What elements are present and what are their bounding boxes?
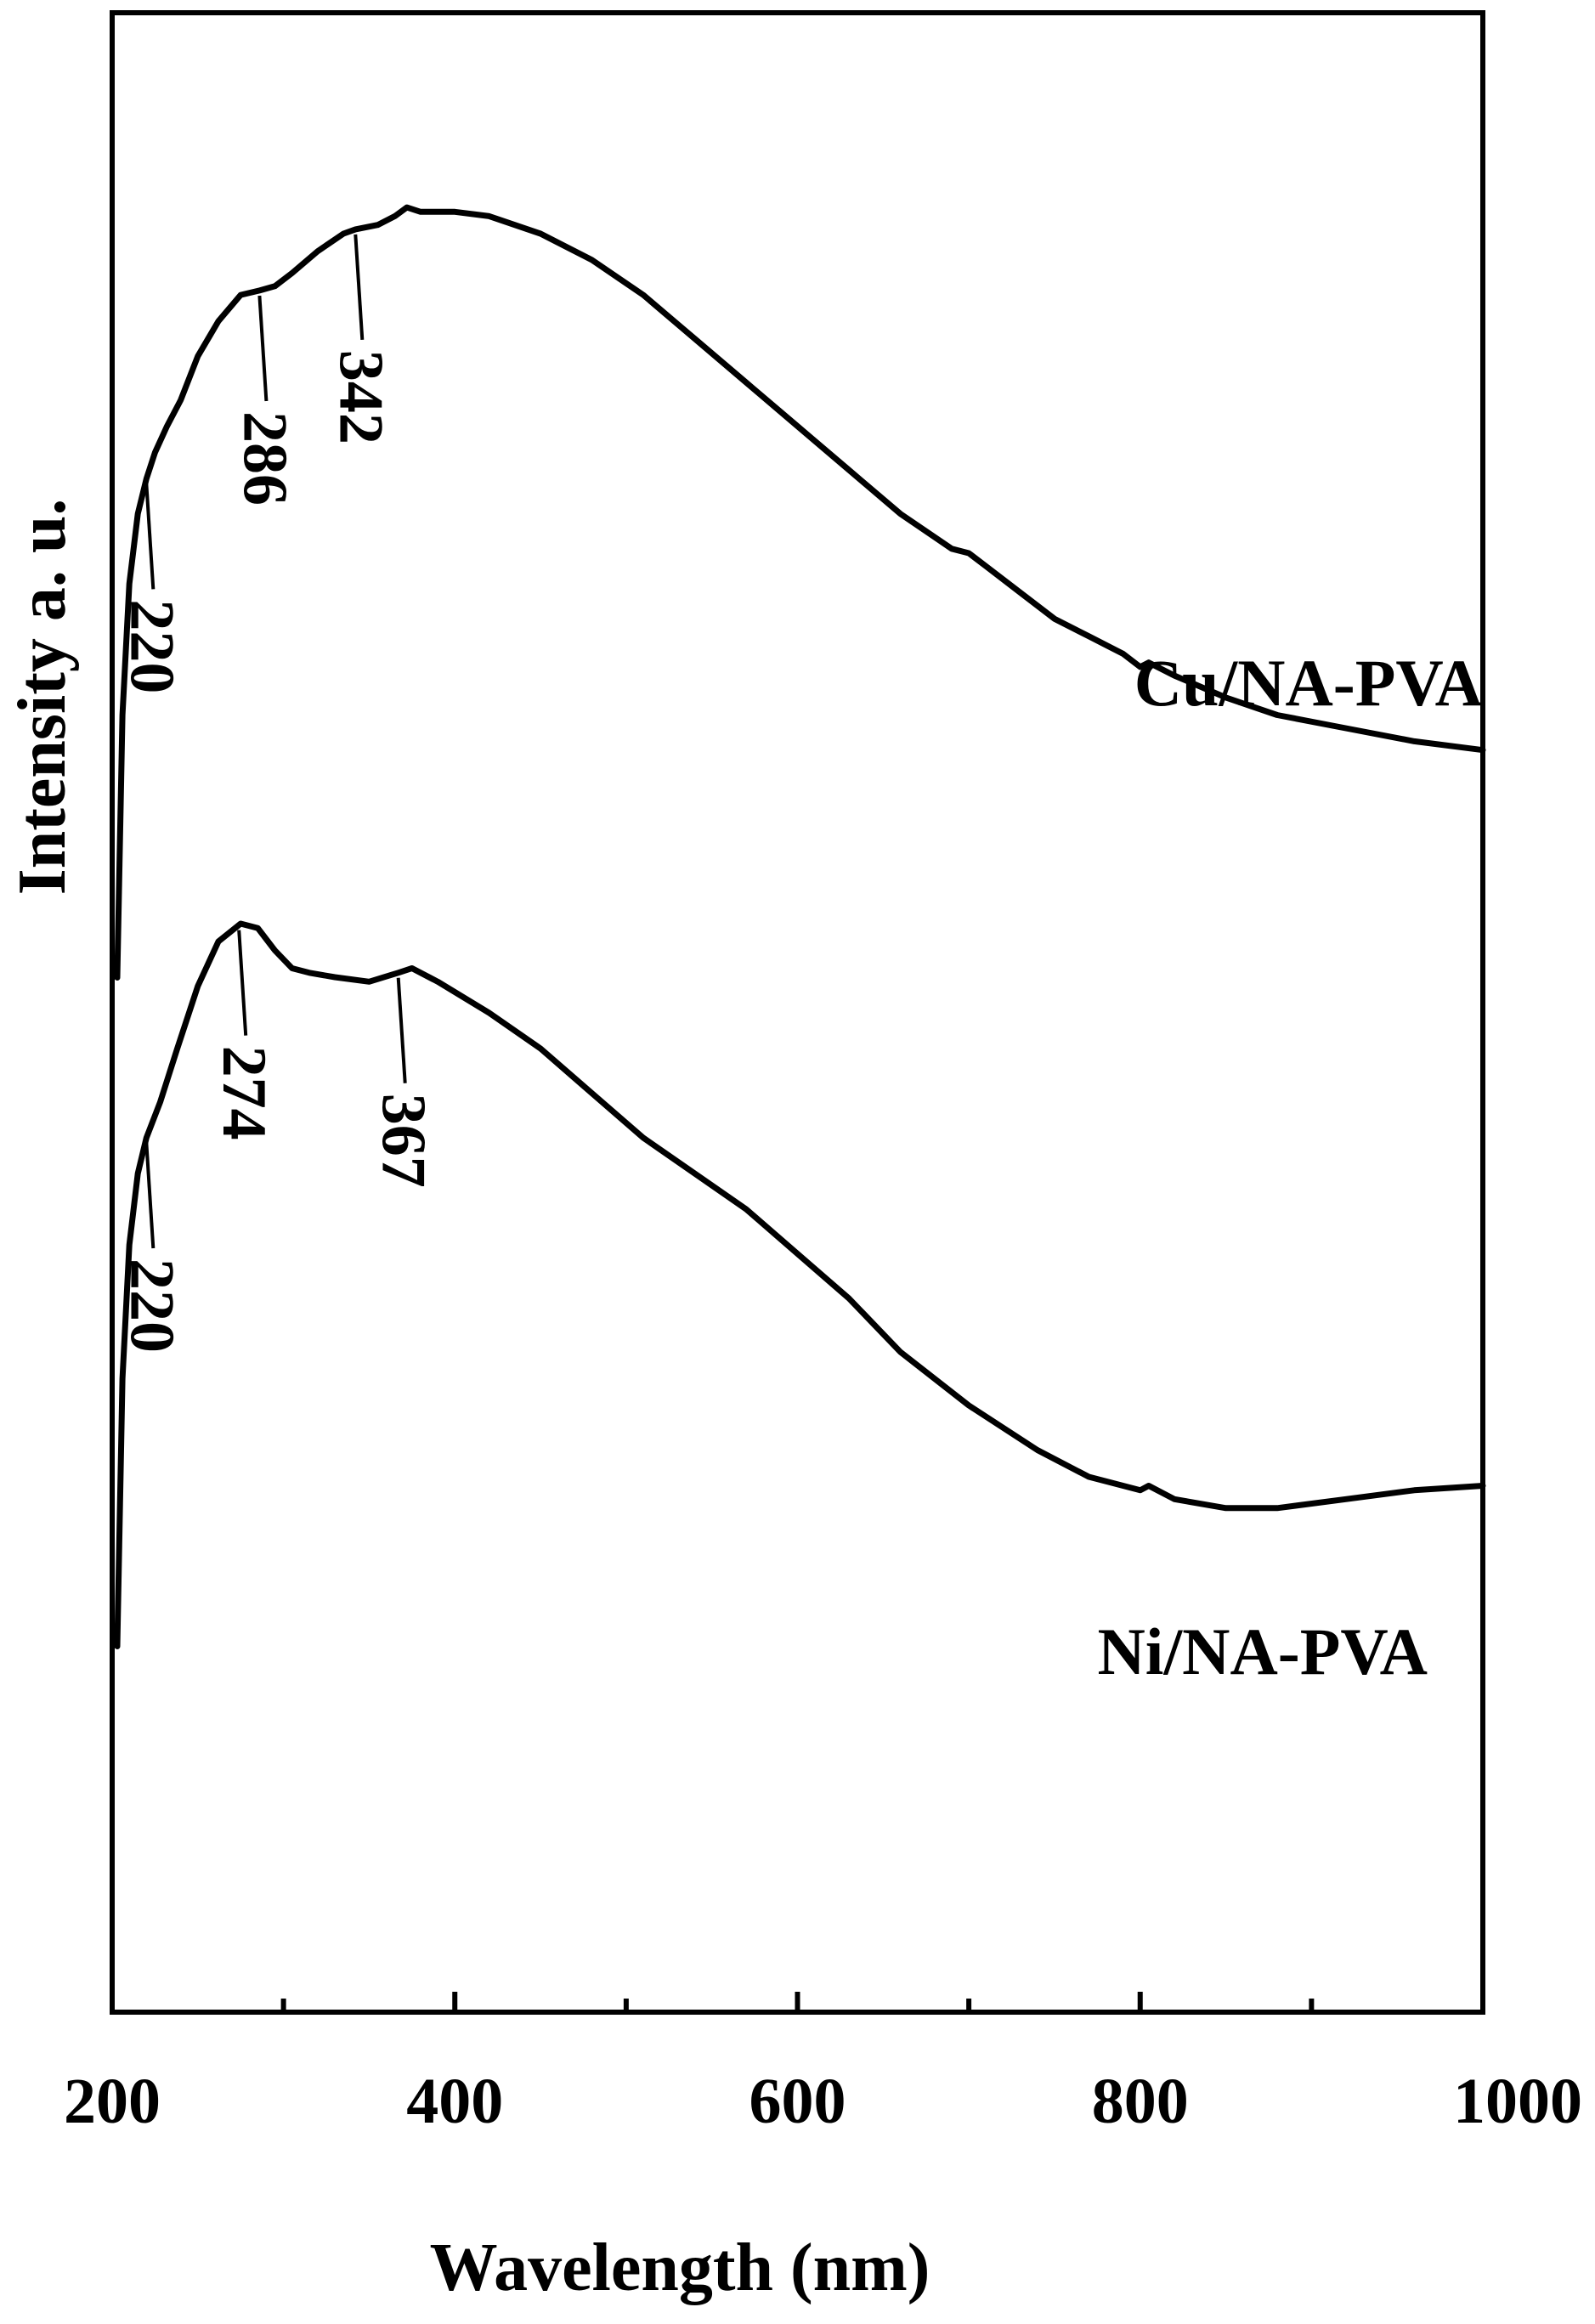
x-tick-label: 800 <box>1092 2066 1189 2137</box>
series-line <box>114 204 1486 981</box>
peak-leader-line <box>144 1142 156 1249</box>
peak-leader-line <box>396 977 407 1083</box>
peak-leader-line <box>354 234 365 340</box>
series-line <box>114 920 1486 1649</box>
peak-leader-line <box>237 930 248 1036</box>
x-tick-label: 1000 <box>1453 2066 1582 2137</box>
spectrum-curves <box>114 204 1486 1649</box>
x-tick-label: 600 <box>749 2066 846 2137</box>
peak-label: 367 <box>369 1094 438 1188</box>
peak-leader-line <box>257 295 269 402</box>
series-labels: Cu/NA-PVA Ni/NA-PVA <box>1097 646 1483 1688</box>
peak-leader-line <box>144 483 156 590</box>
x-axis-tick-labels: 200 400 600 800 1000 <box>64 2066 1582 2137</box>
peak-label: 220 <box>116 599 186 693</box>
peak-label: 274 <box>209 1046 279 1140</box>
plot-frame <box>110 10 1485 2015</box>
x-axis-ticks <box>110 1992 1485 2012</box>
peak-annotations: 220 286 342 220 274 367 <box>116 234 438 1353</box>
series-name-label: Ni/NA-PVA <box>1097 1614 1428 1688</box>
x-tick-label: 400 <box>406 2066 503 2137</box>
series-name-label: Cu/NA-PVA <box>1134 646 1483 720</box>
peak-label: 286 <box>229 411 299 506</box>
x-tick-label: 200 <box>64 2066 161 2137</box>
peak-label: 342 <box>325 350 395 444</box>
peak-label: 220 <box>116 1258 186 1353</box>
y-axis-title: Intensity a. u. <box>5 499 80 896</box>
x-axis-title: Wavelength (nm) <box>430 2231 930 2305</box>
